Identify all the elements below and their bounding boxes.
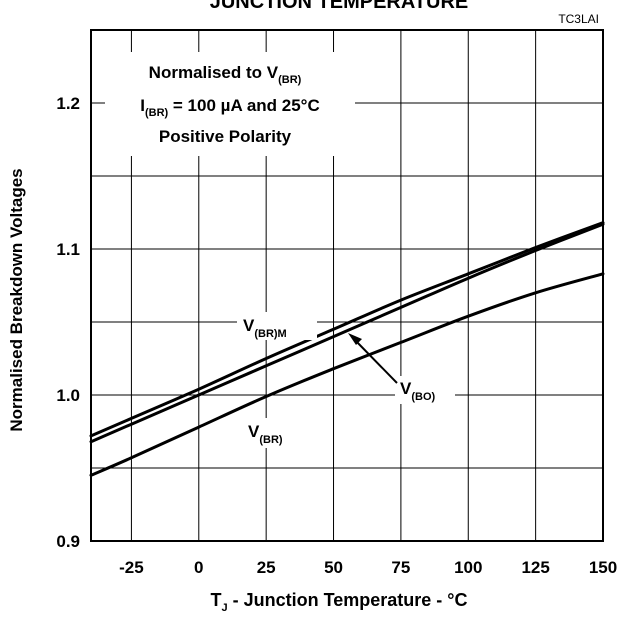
series-line-vbrm <box>89 221 605 438</box>
label-vbo-main: V <box>400 379 412 398</box>
vbo-arrow-head <box>348 333 362 345</box>
series-line-vbr <box>89 272 605 477</box>
label-vbo-backing <box>395 376 455 404</box>
x-axis-label-rest: - Junction Temperature - °C <box>228 590 468 610</box>
label-vbr-main: V <box>248 422 260 441</box>
annotation-current-sub: (BR) <box>145 107 169 119</box>
label-vbo: V(BO) <box>400 379 436 403</box>
annotation-normalised-to: Normalised to V(BR) <box>149 63 302 86</box>
label-vbr: V(BR) <box>248 422 283 446</box>
label-vbr-backing <box>244 418 296 448</box>
vbo-arrow-shaft <box>353 338 398 384</box>
x-tick-label: 25 <box>257 558 276 577</box>
annotation-current-condition: I(BR) = 100 µA and 25°C <box>140 96 320 119</box>
annotation-current-main: I <box>140 96 145 115</box>
x-tick-label: 100 <box>454 558 482 577</box>
x-tick-label: 75 <box>391 558 410 577</box>
x-tick-labels: -25 0 25 50 75 100 125 150 <box>119 558 617 577</box>
y-tick-labels: 0.9 1.0 1.1 1.2 <box>56 94 80 551</box>
label-vbo-sub: (BO) <box>411 391 435 403</box>
x-axis-label: TJ - Junction Temperature - °C <box>210 590 467 614</box>
x-axis-label-sub: J <box>221 602 227 614</box>
y-axis-label: Normalised Breakdown Voltages <box>7 168 26 431</box>
x-tick-label: -25 <box>119 558 144 577</box>
figure-ref-code: TC3LAI <box>558 12 599 26</box>
label-vbrm: V(BR)M <box>243 316 287 340</box>
y-tick-label: 1.0 <box>56 386 80 405</box>
y-tick-label: 1.1 <box>56 240 80 259</box>
x-tick-label: 125 <box>521 558 549 577</box>
x-tick-label: 50 <box>324 558 343 577</box>
label-vbr-sub: (BR) <box>259 434 283 446</box>
annotation-normalised-to-main: Normalised to V <box>149 63 279 82</box>
label-vbrm-backing <box>237 312 317 340</box>
annotation-current-rest: = 100 µA and 25°C <box>168 96 320 115</box>
y-tick-label: 0.9 <box>56 532 80 551</box>
x-tick-label: 0 <box>194 558 203 577</box>
series-line-vbo <box>89 222 605 444</box>
label-vbrm-sub: (BR)M <box>254 328 286 340</box>
chart-title: JUNCTION TEMPERATURE <box>210 0 469 13</box>
annotation-normalised-to-sub: (BR) <box>278 74 302 86</box>
plot-frame <box>90 29 604 542</box>
x-tick-label: 150 <box>589 558 617 577</box>
label-vbrm-main: V <box>243 316 255 335</box>
annotation-backing <box>105 52 355 156</box>
x-axis-label-main: T <box>210 590 221 610</box>
y-tick-label: 1.2 <box>56 94 80 113</box>
curves <box>89 221 605 477</box>
annotation-polarity: Positive Polarity <box>159 127 292 146</box>
